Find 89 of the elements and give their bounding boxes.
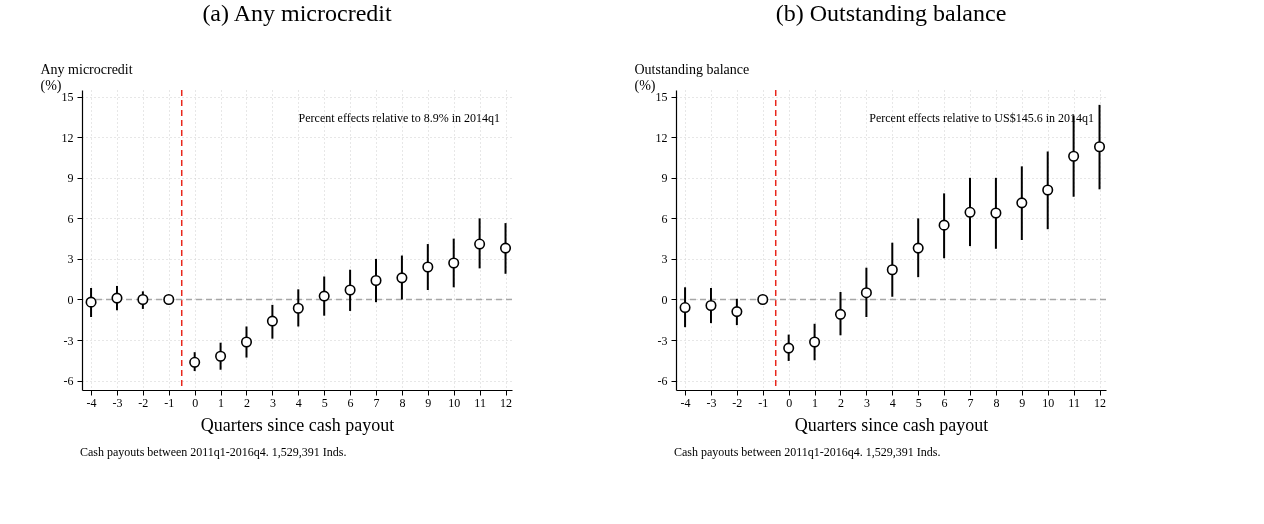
x-tick-label: 2 — [243, 395, 250, 410]
point — [679, 302, 691, 314]
point — [990, 207, 1002, 219]
x-tick-label: 10 — [1042, 395, 1055, 410]
x-tick-label: -1 — [164, 395, 175, 410]
point — [344, 284, 356, 296]
y-tick-label: 9 — [67, 171, 74, 186]
point — [834, 308, 847, 320]
x-tick-label: 9 — [1019, 395, 1026, 410]
point — [499, 242, 512, 254]
point — [731, 306, 743, 318]
x-tick-label: -4 — [680, 395, 691, 410]
x-tick-label: 8 — [399, 395, 406, 410]
x-tick-label: -1 — [758, 395, 769, 410]
x-tick-label: 1 — [218, 395, 225, 410]
x-tick-label: 3 — [269, 395, 276, 410]
x-tick-label: 12 — [500, 395, 513, 410]
point — [111, 292, 123, 304]
x-tick-label: 0 — [192, 395, 199, 410]
point — [318, 290, 330, 302]
annotation: Percent effects relative to 8.9% in 2014q1 — [298, 111, 500, 125]
x-tick-label: 11 — [474, 395, 486, 410]
y-tick-label: 9 — [661, 171, 668, 186]
x-tick-label: 3 — [863, 395, 870, 410]
x-tick-label: 11 — [1068, 395, 1080, 410]
point — [1042, 184, 1054, 196]
x-tick-label: 12 — [1094, 395, 1107, 410]
x-tick-label: -2 — [138, 395, 149, 410]
point — [215, 350, 227, 362]
point — [1068, 150, 1080, 162]
y-tick-label: -3 — [63, 333, 74, 348]
x-tick-label: -3 — [112, 395, 123, 410]
point — [886, 264, 898, 276]
point — [240, 336, 253, 348]
point — [266, 315, 278, 327]
x-tick-label: 9 — [425, 395, 432, 410]
chart-title: (a) Any microcredit — [202, 0, 392, 26]
point — [860, 287, 872, 299]
x-tick-label: 5 — [915, 395, 922, 410]
y-tick-label: -3 — [657, 333, 668, 348]
x-tick-label: 6 — [941, 395, 948, 410]
point — [137, 293, 149, 305]
x-tick-label: 4 — [295, 395, 302, 410]
point — [938, 219, 950, 231]
y-tick-label: 0 — [67, 292, 74, 307]
x-tick-label: 5 — [321, 395, 328, 410]
x-tick-label: 7 — [967, 395, 974, 410]
y-tick-label: -6 — [63, 374, 74, 389]
text: Cash payouts between 2011q1-2016q4. 1,529,391 Inds. — [674, 445, 941, 459]
x-tick-label: 6 — [347, 395, 354, 410]
x-tick-label: 4 — [889, 395, 896, 410]
point — [448, 257, 460, 269]
x-tick-label: -3 — [706, 395, 717, 410]
point — [912, 242, 924, 254]
x-tick-label: 2 — [837, 395, 844, 410]
y-tick-label: 12 — [61, 130, 74, 145]
point — [85, 296, 97, 308]
chart-title: (b) Outstanding balance — [775, 0, 1007, 26]
y-tick-label: 6 — [661, 211, 668, 226]
x-axis-title: Quarters since cash payout — [794, 414, 989, 435]
x-axis-title: Quarters since cash payout — [200, 414, 395, 435]
x-tick-label: 8 — [993, 395, 1000, 410]
x-tick-label: 0 — [786, 395, 793, 410]
point — [396, 272, 408, 284]
point — [422, 261, 434, 273]
point — [1093, 141, 1106, 153]
text: Cash payouts between 2011q1-2016q4. 1,529,391 Inds. — [80, 445, 347, 459]
x-tick-label: -4 — [86, 395, 97, 410]
point — [474, 238, 486, 250]
point — [1016, 197, 1028, 209]
x-tick-label: 7 — [373, 395, 380, 410]
y-tick-label: 0 — [661, 292, 668, 307]
point — [292, 302, 304, 314]
y-tick-label: 3 — [661, 252, 668, 267]
x-tick-label: -2 — [732, 395, 743, 410]
x-tick-label: 10 — [448, 395, 461, 410]
point — [189, 356, 201, 368]
point — [783, 342, 795, 354]
point — [163, 293, 175, 305]
point — [964, 206, 976, 218]
y-tick-label: 12 — [655, 130, 668, 145]
point — [757, 293, 769, 305]
y-tick-label: 3 — [67, 252, 74, 267]
point — [370, 275, 382, 287]
y-tick-label: 6 — [67, 211, 74, 226]
y-tick-label: -6 — [657, 374, 668, 389]
point — [705, 300, 717, 312]
x-tick-label: 1 — [812, 395, 819, 410]
point — [809, 336, 821, 348]
